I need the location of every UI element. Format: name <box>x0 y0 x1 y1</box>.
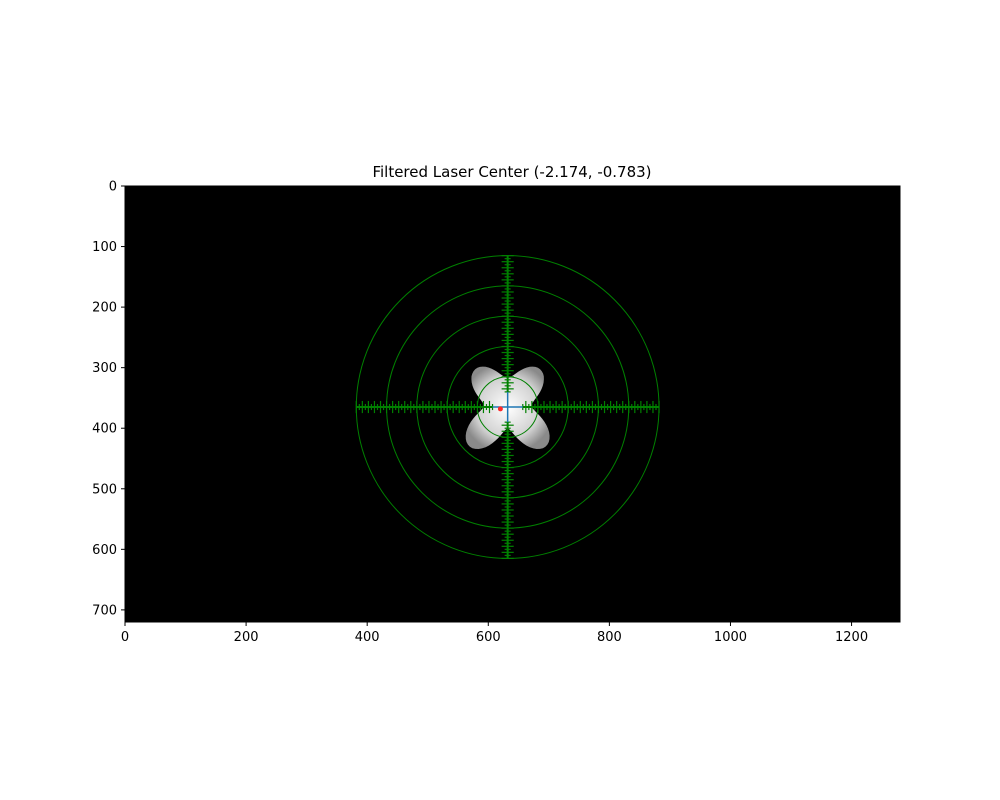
y-tick-label: 200 <box>92 301 117 316</box>
reticle <box>355 255 660 560</box>
x-tick-label: 400 <box>355 630 380 645</box>
x-tick-label: 0 <box>121 630 129 645</box>
y-tick-label: 300 <box>92 361 117 376</box>
x-tick-label: 1200 <box>835 630 868 645</box>
x-tick-label: 800 <box>597 630 622 645</box>
x-tick-label: 200 <box>234 630 259 645</box>
chart-title: Filtered Laser Center (-2.174, -0.783) <box>372 163 651 181</box>
y-axis: 0 100 200 300 400 500 600 700 <box>92 180 125 618</box>
crosshair <box>492 391 523 423</box>
x-tick-label: 1000 <box>714 630 747 645</box>
plot-area <box>125 186 900 622</box>
axes-frame <box>124 185 901 623</box>
laser-center-marker <box>497 406 503 412</box>
y-tick-label: 500 <box>92 482 117 497</box>
y-tick-label: 700 <box>92 603 117 618</box>
x-tick-label: 600 <box>476 630 501 645</box>
y-tick-label: 0 <box>109 180 117 195</box>
x-axis: 0 200 400 600 800 1000 1200 <box>121 622 868 645</box>
y-tick-label: 400 <box>92 422 117 437</box>
y-tick-label: 100 <box>92 240 117 255</box>
y-tick-label: 600 <box>92 543 117 558</box>
